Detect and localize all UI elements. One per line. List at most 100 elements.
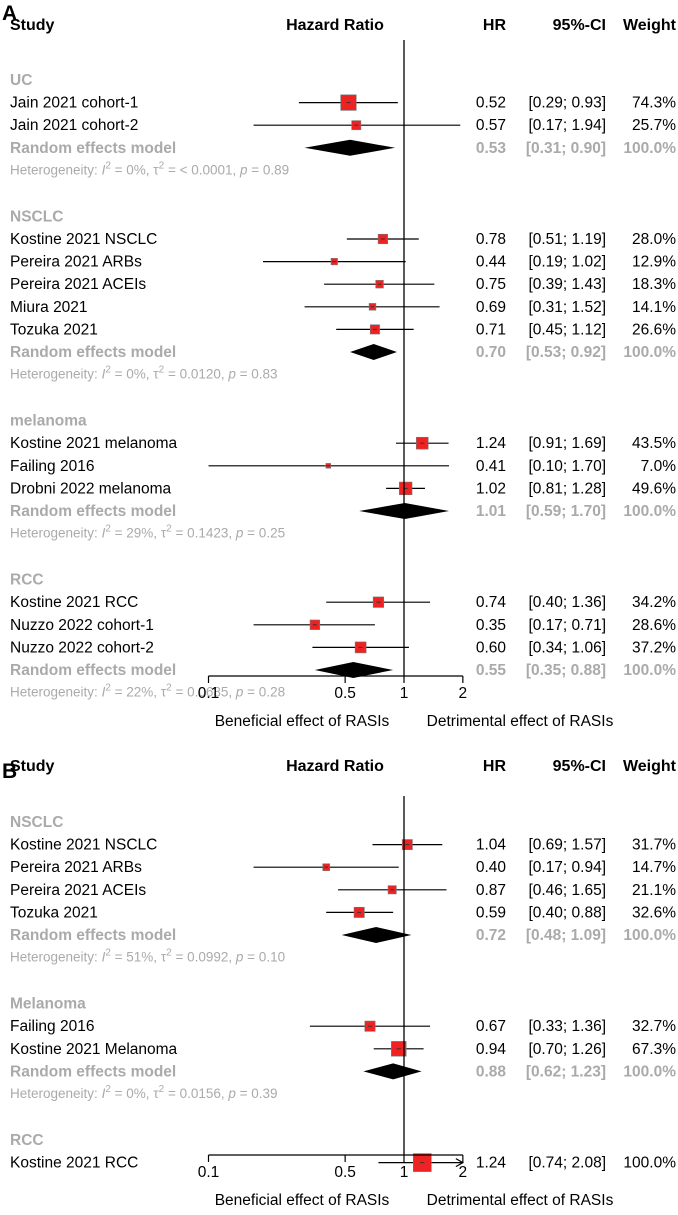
heterogeneity-tau-val: = 0.0120, — [164, 367, 228, 382]
study-weight: 18.3% — [632, 276, 676, 293]
study-ci: [0.46; 1.65] — [528, 882, 606, 899]
pooled-weight: 100.0% — [623, 662, 676, 679]
study-label: Failing 2016 — [10, 1018, 94, 1035]
study-weight: 31.7% — [632, 837, 676, 854]
heterogeneity-p-sym: p — [235, 685, 244, 700]
study-ci: [0.45; 1.12] — [528, 321, 606, 338]
x-tick-label: 0.5 — [334, 1164, 356, 1181]
study-hr: 0.78 — [476, 231, 506, 248]
pooled-diamond — [314, 662, 394, 678]
study-ci: [0.31; 1.52] — [528, 299, 606, 316]
heterogeneity-i2-sym: I — [102, 1086, 106, 1101]
heterogeneity-p-sym: p — [239, 162, 248, 177]
header-ci: 95%-CI — [553, 17, 606, 34]
study-weight: 32.7% — [632, 1018, 676, 1035]
heterogeneity-p-val: = 0.39 — [236, 1086, 278, 1101]
header-hazard-ratio: Hazard Ratio — [286, 17, 384, 34]
heterogeneity-i2-val: = 29%, — [111, 526, 161, 541]
subgroup-title: UC — [10, 72, 32, 89]
header-weight: Weight — [623, 758, 677, 775]
heterogeneity-i2-sup: 2 — [105, 160, 111, 171]
study-label: Kostine 2021 NSCLC — [10, 837, 157, 854]
pooled-hr: 0.53 — [476, 140, 507, 157]
study-weight: 37.2% — [632, 639, 676, 656]
study-label: Tozuka 2021 — [10, 321, 98, 338]
heterogeneity-tau-val: = 0.1423, — [172, 526, 236, 541]
study-weight: 32.6% — [632, 904, 676, 921]
heterogeneity-stat: Heterogeneity: I2 = 0%, τ2 = 0.0156, p =… — [10, 1084, 278, 1101]
study-hr: 0.74 — [476, 594, 507, 611]
study-hr: 1.24 — [476, 435, 507, 452]
study-weight: 49.6% — [632, 480, 676, 497]
study-label: Kostine 2021 NSCLC — [10, 231, 157, 248]
heterogeneity-p-sym: p — [235, 950, 244, 965]
study-hr: 0.57 — [476, 117, 506, 134]
pooled-label: Random effects model — [10, 927, 176, 944]
study-label: Pereira 2021 ARBs — [10, 254, 142, 271]
heterogeneity-stat: Heterogeneity: I2 = 51%, τ2 = 0.0992, p … — [10, 948, 285, 965]
heterogeneity-i2-val: = 0%, — [111, 367, 153, 382]
heterogeneity-tau-val: = 0.0156, — [164, 1086, 228, 1101]
x-tick-label: 1 — [400, 1164, 409, 1181]
heterogeneity-tau-sup: 2 — [166, 524, 172, 535]
study-weight: 14.7% — [632, 859, 676, 876]
heterogeneity-i2-sym: I — [102, 526, 106, 541]
heterogeneity-tau-sup: 2 — [159, 365, 165, 376]
heterogeneity-i2-val: = 0%, — [111, 162, 153, 177]
study-label: Drobni 2022 melanoma — [10, 480, 172, 497]
study-hr: 0.60 — [476, 639, 507, 656]
heterogeneity-p-val: = 0.25 — [243, 526, 285, 541]
subgroup-title: NSCLC — [10, 208, 63, 225]
heterogeneity-i2-sym: I — [102, 367, 106, 382]
study-hr: 0.94 — [476, 1041, 507, 1058]
study-label: Kostine 2021 melanoma — [10, 435, 178, 452]
study-label: Nuzzo 2022 cohort-2 — [10, 639, 154, 656]
study-label: Kostine 2021 RCC — [10, 594, 138, 611]
heterogeneity-prefix: Heterogeneity: — [10, 162, 102, 177]
study-weight: 21.1% — [632, 882, 676, 899]
study-hr: 0.71 — [476, 321, 506, 338]
study-ci: [0.10; 1.70] — [528, 458, 606, 475]
study-label: Jain 2021 cohort-1 — [10, 95, 138, 112]
study-ci: [0.34; 1.06] — [528, 639, 606, 656]
pooled-hr: 0.88 — [476, 1063, 507, 1080]
study-hr: 1.04 — [476, 837, 507, 854]
heterogeneity-tau-sym: τ — [153, 162, 159, 177]
subgroup-title: RCC — [10, 572, 44, 589]
study-ci: [0.81; 1.28] — [528, 480, 606, 497]
study-weight: 28.0% — [632, 231, 676, 248]
pooled-label: Random effects model — [10, 1063, 176, 1080]
heterogeneity-stat: Heterogeneity: I2 = 0%, τ2 = 0.0120, p =… — [10, 365, 278, 382]
pooled-diamond — [363, 1063, 422, 1080]
heterogeneity-tau-sym: τ — [161, 685, 167, 700]
header-ci: 95%-CI — [553, 758, 606, 775]
pooled-weight: 100.0% — [623, 344, 676, 361]
study-ci: [0.69; 1.57] — [528, 837, 606, 854]
heterogeneity-i2-sym: I — [102, 950, 106, 965]
heterogeneity-tau-val: = 0.0992, — [172, 950, 236, 965]
study-hr: 0.41 — [476, 458, 506, 475]
heterogeneity-prefix: Heterogeneity: — [10, 1086, 102, 1101]
study-hr: 0.52 — [476, 95, 506, 112]
heterogeneity-tau-sym: τ — [153, 1086, 159, 1101]
study-ci: [0.70; 1.26] — [528, 1041, 606, 1058]
study-ci: [0.40; 1.36] — [528, 594, 606, 611]
heterogeneity-i2-sup: 2 — [105, 948, 111, 959]
pooled-ci: [0.53; 0.92] — [526, 344, 606, 361]
pooled-ci: [0.31; 0.90] — [526, 140, 606, 157]
study-weight: 100.0% — [623, 1155, 676, 1172]
panel-label: A — [2, 2, 17, 25]
pooled-weight: 100.0% — [623, 140, 676, 157]
study-hr: 1.02 — [476, 480, 506, 497]
pooled-hr: 0.55 — [476, 662, 507, 679]
heterogeneity-stat: Heterogeneity: I2 = 0%, τ2 = < 0.0001, p… — [10, 160, 289, 177]
x-label-detrimental: Detrimental effect of RASIs — [427, 1192, 614, 1209]
heterogeneity-i2-sup: 2 — [105, 1084, 111, 1095]
x-tick-label: 1 — [400, 685, 409, 702]
heterogeneity-stat: Heterogeneity: I2 = 29%, τ2 = 0.1423, p … — [10, 524, 285, 541]
subgroup-title: NSCLC — [10, 814, 63, 831]
study-weight: 28.6% — [632, 617, 676, 634]
heterogeneity-i2-val: = 22%, — [111, 685, 161, 700]
study-weight: 7.0% — [641, 458, 677, 475]
